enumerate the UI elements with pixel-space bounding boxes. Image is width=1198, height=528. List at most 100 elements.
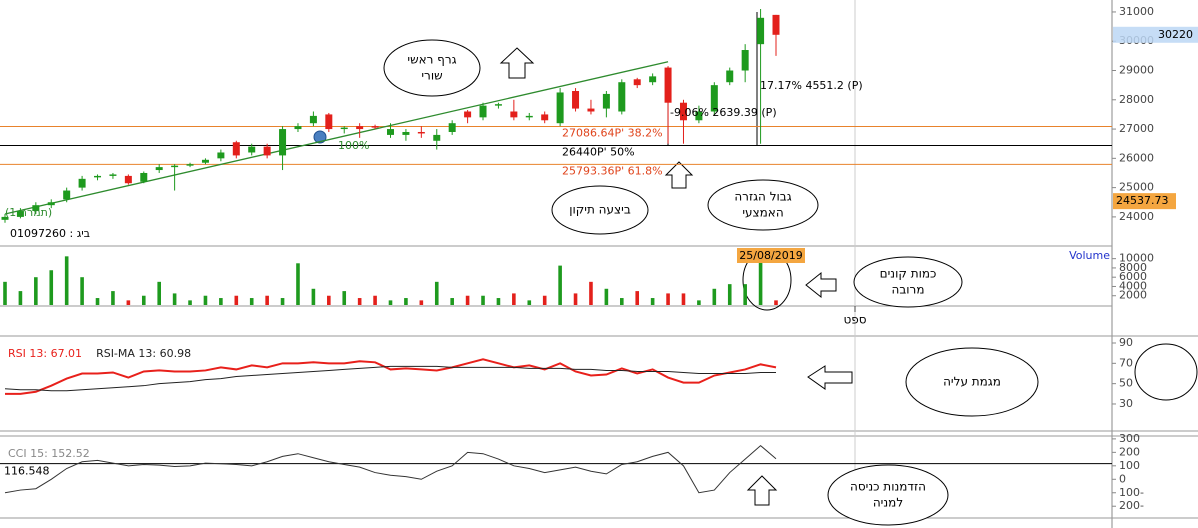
candle-body [494, 104, 502, 106]
candle-body [464, 111, 472, 118]
legend-entry: RSI 13: 67.01 [8, 347, 82, 360]
candle-body [340, 127, 348, 130]
y-tick-label: 50 [1119, 377, 1133, 390]
candle-body [32, 205, 40, 212]
volume-bar [774, 300, 778, 305]
volume-bar [496, 298, 501, 305]
callout [551, 185, 649, 235]
volume-bar [49, 270, 54, 305]
candle-body [1, 216, 9, 220]
candle-body [109, 174, 117, 176]
callout-text: למניה [873, 496, 903, 510]
candle-body [63, 190, 71, 200]
volume-bar [188, 300, 192, 305]
volume-label: Volume [1069, 249, 1110, 262]
y-tick-label: 25000 [1119, 181, 1154, 194]
volume-bar [172, 293, 177, 305]
volume-bar [373, 295, 377, 305]
y-tick-label: 27000 [1119, 122, 1154, 135]
candle-body [16, 211, 24, 217]
arrow-up [499, 47, 535, 79]
callout-text: האמצעי [742, 206, 783, 220]
callout-text: שורי [421, 69, 442, 83]
volume-bar [157, 281, 161, 305]
callout [853, 256, 963, 308]
y-tick-label: 200- [1119, 499, 1144, 512]
volume-bar [234, 295, 239, 305]
volume-bar [635, 291, 640, 305]
candle-body [248, 146, 256, 153]
volume-bar [357, 298, 362, 305]
last-price-box [1113, 26, 1198, 43]
legend-entry: RSI-MA 13: 60.98 [96, 347, 191, 360]
volume-bar [697, 300, 701, 305]
candle-body [232, 142, 240, 156]
arrow-up [664, 161, 694, 189]
callout [707, 179, 819, 231]
volume-bar [18, 291, 23, 305]
legend-entry: CCI 15: 152.52 [8, 447, 90, 460]
volume-bar [450, 298, 454, 305]
candle-body [155, 167, 163, 171]
candle-body [140, 172, 148, 182]
volume-bar [419, 300, 424, 305]
callout-text: מרובה [892, 283, 925, 297]
volume-bar [650, 298, 655, 305]
candle-body [387, 129, 394, 135]
y-tick-label: 28000 [1119, 93, 1154, 106]
volume-bar [3, 281, 7, 305]
marker-price-box [1113, 193, 1176, 210]
arrow-left [807, 365, 853, 390]
volume-bar [296, 263, 300, 305]
y-tick-label: 70 [1119, 356, 1133, 369]
y-tick-label: 4000 [1119, 279, 1147, 292]
y-tick-label: 300 [1119, 432, 1140, 445]
candle-body [47, 202, 55, 206]
volume-bar [141, 295, 146, 305]
callout-text: כמות קונים [880, 267, 937, 281]
volume-bar [481, 295, 485, 305]
x-tick-label: ספט [843, 313, 866, 327]
candle-body [649, 76, 657, 83]
arrow-up [746, 475, 778, 506]
y-tick-label: 90 [1119, 336, 1133, 349]
fib-label: 27086.64P' 38.2% [562, 127, 663, 140]
y-tick-label: 26000 [1119, 151, 1154, 164]
candle-body [664, 67, 672, 103]
line-series [4, 444, 777, 494]
candle-body [695, 111, 703, 121]
volume-bar [249, 298, 254, 305]
volume-bar [712, 288, 717, 305]
volume-bar [589, 281, 593, 305]
highlight-ring [1134, 343, 1198, 401]
volume-bar [604, 288, 609, 305]
candle-body [279, 129, 287, 156]
volume-bar [743, 284, 747, 305]
volume-bar [64, 256, 69, 305]
candle-body [525, 115, 533, 118]
volume-bar [727, 284, 732, 305]
candle-body [479, 105, 487, 118]
candle-body [263, 146, 271, 156]
candle-body [772, 14, 780, 35]
candle-body [201, 159, 209, 163]
candle-body [171, 165, 179, 168]
volume-bar [758, 258, 763, 305]
volume-bar [265, 295, 269, 305]
callout-text: הזדמנות כניסה [850, 480, 926, 494]
candle-body [572, 91, 580, 109]
candle-body [448, 123, 456, 132]
y-tick-label: 0 [1119, 472, 1126, 485]
y-tick-label: 200 [1119, 445, 1140, 458]
candle-body [541, 114, 549, 121]
callout-text: ביצעה תיקון [569, 203, 631, 217]
candle-body [124, 175, 132, 184]
candle-body [757, 17, 765, 45]
candle-body [726, 70, 734, 83]
candle-body [371, 126, 379, 128]
fib-label: 26440P' 50% [562, 145, 635, 158]
candle-body [309, 115, 317, 124]
volume-bar [666, 293, 670, 305]
callout [827, 464, 949, 526]
